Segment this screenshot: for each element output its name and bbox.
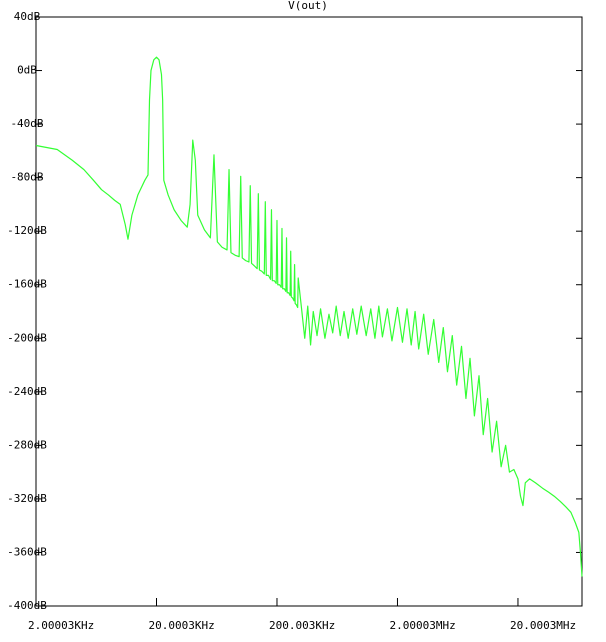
x-tick-label: 20.0003MHz — [510, 619, 576, 632]
y-tick-label: -400dB — [7, 599, 47, 612]
y-tick-label: -320dB — [7, 492, 47, 505]
y-tick-label: -40dB — [10, 117, 43, 130]
y-tick-label: -160dB — [7, 278, 47, 291]
y-tick-label: -360dB — [7, 545, 47, 558]
plot-frame — [35, 16, 583, 607]
x-tick-label: 20.0003KHz — [148, 619, 214, 632]
y-tick-label: -240dB — [7, 385, 47, 398]
y-tick-label: 40dB — [14, 10, 41, 23]
y-tick-label: -200dB — [7, 331, 47, 344]
x-tick-label: 2.00003KHz — [28, 619, 94, 632]
y-tick-label: -280dB — [7, 438, 47, 451]
y-tick-label: 0dB — [17, 64, 37, 77]
y-tick-label: -80dB — [10, 171, 43, 184]
x-tick-label: 200.003KHz — [269, 619, 335, 632]
trace-label[interactable]: V(out) — [288, 0, 328, 12]
trace-line — [35, 56, 583, 577]
y-tick-label: -120dB — [7, 224, 47, 237]
x-tick-label: 2.00003MHz — [389, 619, 455, 632]
